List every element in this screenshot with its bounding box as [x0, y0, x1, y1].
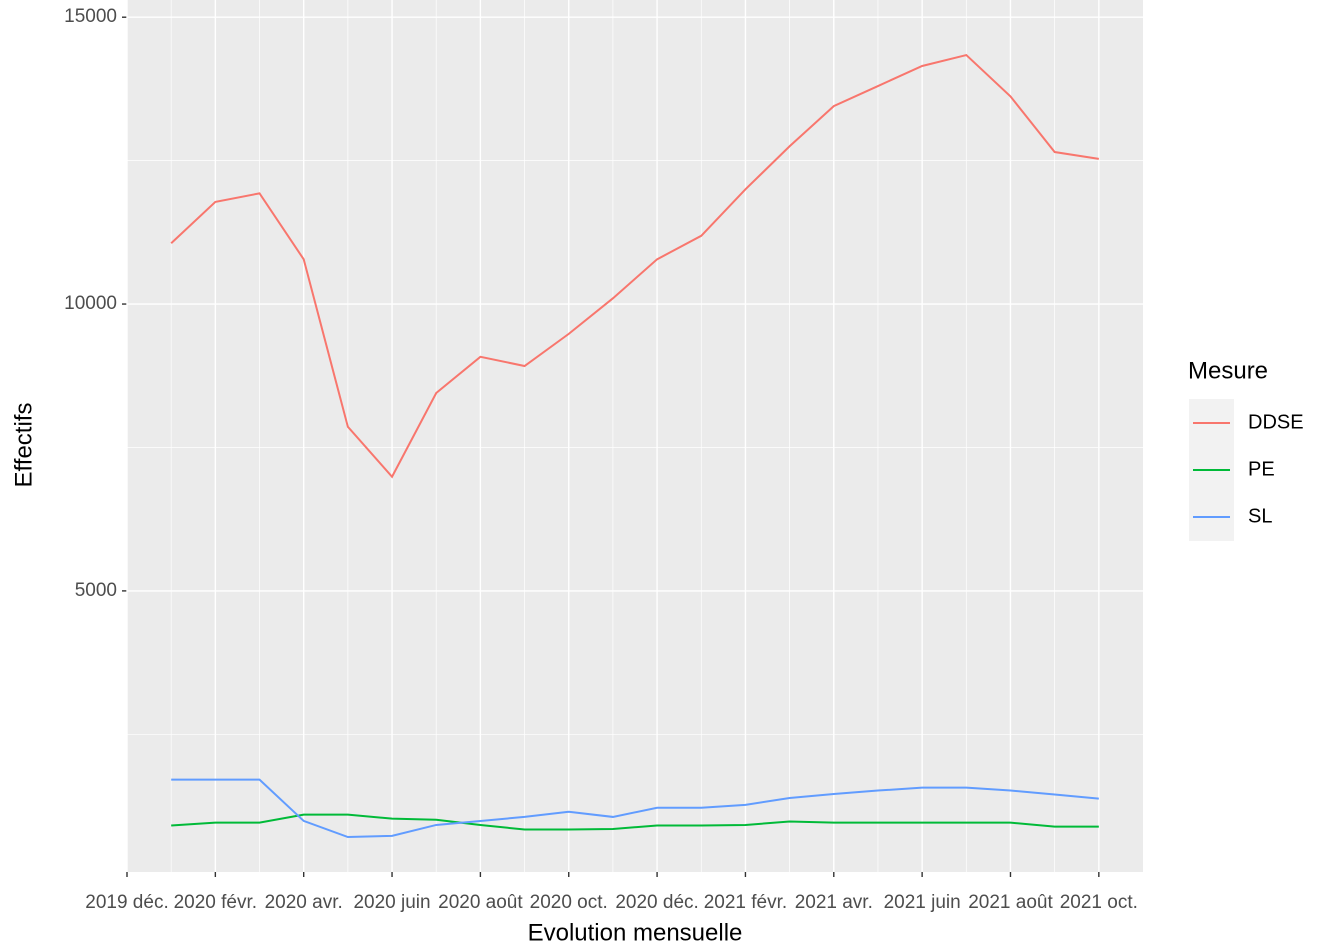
x-tick-label: 2020 févr. — [174, 892, 257, 913]
y-tick-label: 15000 — [64, 6, 117, 27]
legend-label: DDSE — [1248, 411, 1304, 433]
y-tick-label: 10000 — [64, 293, 117, 314]
panel — [127, 0, 1143, 872]
y-tick-label: 5000 — [75, 580, 117, 601]
x-tick-label: 2021 juin — [884, 892, 961, 913]
x-tick-label: 2021 févr. — [704, 892, 787, 913]
legend-title: Mesure — [1188, 357, 1268, 384]
legend-label: SL — [1248, 505, 1272, 527]
line — [171, 813, 1099, 831]
line — [171, 778, 1099, 839]
x-tick-label: 2021 août — [968, 892, 1053, 913]
x-tick-label: 2020 oct. — [530, 892, 608, 913]
x-tick-label: 2021 oct. — [1060, 892, 1138, 913]
x-tick-label: 2019 déc. — [85, 892, 168, 913]
y-axis-title: Effectifs — [10, 403, 37, 488]
x-tick-label: 2020 juin — [353, 892, 430, 913]
x-tick-label: 2021 avr. — [795, 892, 873, 913]
x-tick-label: 2020 avr. — [265, 892, 343, 913]
legend-label: PE — [1248, 458, 1275, 480]
x-tick-label: 2020 août — [438, 892, 523, 913]
x-axis-title: Evolution mensuelle — [528, 919, 743, 946]
line — [170, 53, 1099, 479]
x-tick-label: 2020 déc. — [615, 892, 698, 913]
